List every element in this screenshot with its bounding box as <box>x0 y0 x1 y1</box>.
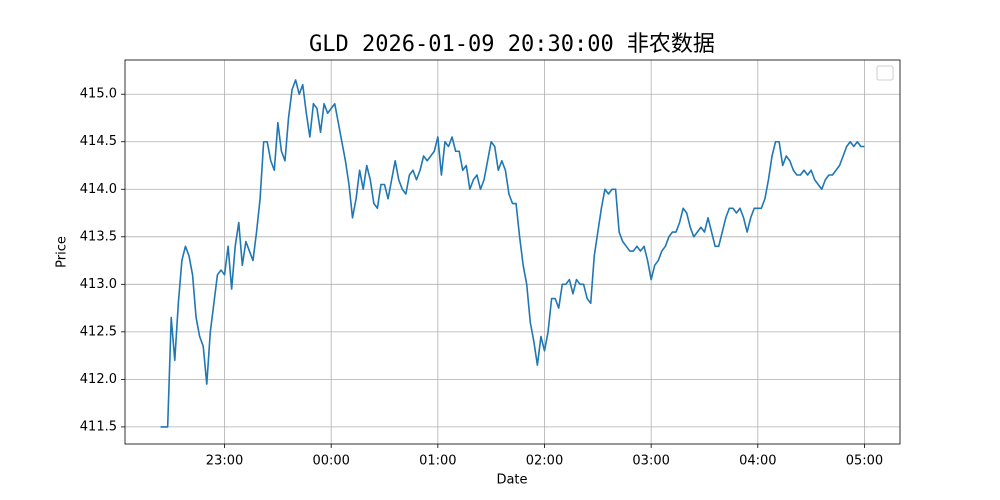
y-axis-label: Price <box>55 236 70 268</box>
y-tick-label: 415.0 <box>80 87 117 102</box>
x-tick-label: 04:00 <box>739 454 776 469</box>
x-tick-label: 00:00 <box>312 454 349 469</box>
x-tick-label: 03:00 <box>632 454 669 469</box>
price-line <box>160 79 865 428</box>
x-tick-label: 02:00 <box>526 454 563 469</box>
y-tick-label: 413.0 <box>80 277 117 292</box>
x-tick-label: 05:00 <box>846 454 883 469</box>
chart-title: GLD 2026-01-09 20:30:00 非农数据 <box>309 32 715 57</box>
y-tick-label: 413.5 <box>80 229 117 244</box>
y-tick-label: 412.0 <box>80 372 117 387</box>
legend-box <box>876 65 894 81</box>
x-tick-label: 23:00 <box>206 454 243 469</box>
y-tick-label: 412.5 <box>80 324 117 339</box>
y-tick-label: 414.0 <box>80 182 117 197</box>
y-tick-label: 414.5 <box>80 134 117 149</box>
axes-frame <box>124 59 901 445</box>
x-axis-label: Date <box>496 473 527 488</box>
y-tick-label: 411.5 <box>80 419 117 434</box>
plot-area <box>125 60 900 444</box>
x-tick-label: 01:00 <box>419 454 456 469</box>
